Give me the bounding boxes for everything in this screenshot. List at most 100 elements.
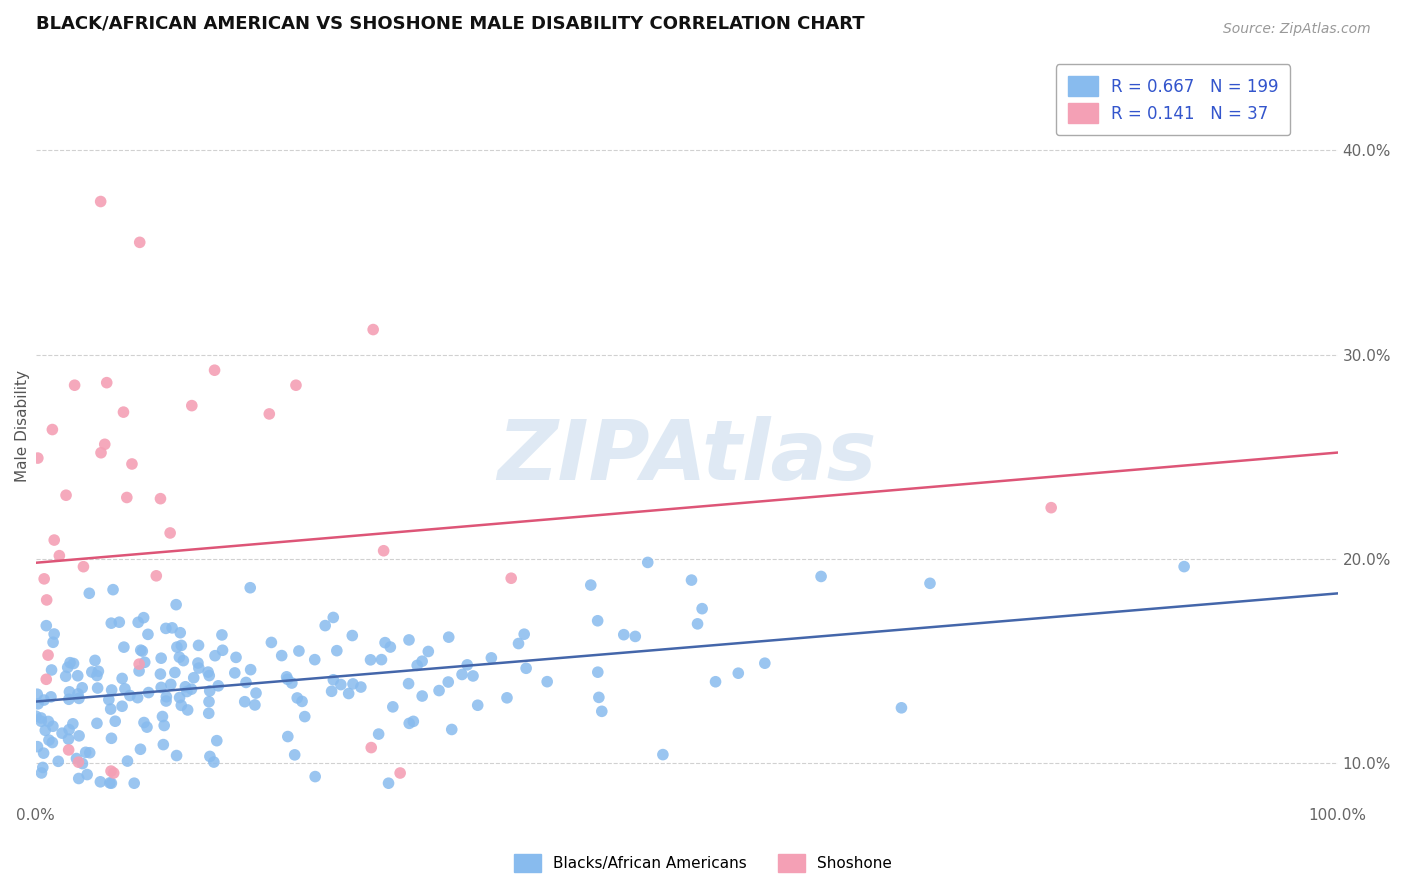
Point [58,692,80,706]
Point [180,399,202,413]
Point [100,616,122,631]
Point [245,686,267,700]
Point [48,549,70,563]
Point [370,652,392,666]
Point [187,661,209,675]
Point [398,676,420,690]
Point [160,621,183,635]
Point [456,657,478,672]
Point [613,628,636,642]
Point [198,668,221,682]
Point [651,747,673,762]
Point [90,194,112,209]
Point [183,671,205,685]
Point [197,665,219,679]
Point [58,685,80,699]
Point [224,665,246,680]
Point [155,690,177,704]
Point [58,743,80,757]
Point [304,653,326,667]
Point [117,754,139,768]
Point [284,747,307,762]
Point [134,655,156,669]
Point [176,684,198,698]
Point [159,525,181,540]
Point [159,677,181,691]
Point [63,378,86,392]
Point [166,748,188,763]
Point [127,690,149,705]
Point [681,573,703,587]
Point [100,702,122,716]
Point [165,598,187,612]
Point [77,586,100,600]
Point [326,643,349,657]
Point [118,689,141,703]
Point [239,581,262,595]
Point [79,746,101,760]
Point [35,673,58,687]
Point [285,378,308,392]
Text: BLACK/AFRICAN AMERICAN VS SHOSHONE MALE DISABILITY CORRELATION CHART: BLACK/AFRICAN AMERICAN VS SHOSHONE MALE … [35,15,865,33]
Point [42,635,65,649]
Point [128,235,150,250]
Point [30,711,52,725]
Point [145,569,167,583]
Point [32,746,55,760]
Point [377,776,399,790]
Point [128,657,150,672]
Y-axis label: Male Disability: Male Disability [15,370,30,482]
Point [89,774,111,789]
Point [361,322,384,336]
Point [166,640,188,654]
Point [42,719,65,733]
Point [75,745,97,759]
Point [624,629,647,643]
Point [108,615,131,630]
Point [373,543,395,558]
Point [451,667,474,681]
Point [277,730,299,744]
Point [727,666,749,681]
Point [225,650,247,665]
Point [59,656,82,670]
Point [337,686,360,700]
Point [76,767,98,781]
Point [97,692,120,706]
Point [111,699,134,714]
Point [62,716,84,731]
Point [321,684,343,698]
Point [591,704,613,718]
Point [176,703,198,717]
Point [55,488,77,502]
Point [35,618,58,632]
Point [198,749,221,764]
Point [579,578,602,592]
Point [211,628,233,642]
Point [67,691,90,706]
Point [58,723,80,737]
Point [111,672,134,686]
Point [174,680,197,694]
Point [149,491,172,506]
Point [55,669,77,683]
Point [25,687,48,701]
Point [31,760,53,774]
Point [86,668,108,682]
Point [103,766,125,780]
Point [205,733,228,747]
Point [211,643,233,657]
Point [329,677,352,691]
Point [437,675,460,690]
Point [98,776,121,790]
Point [44,533,66,547]
Point [72,559,94,574]
Point [202,755,225,769]
Point [100,776,122,790]
Point [360,740,382,755]
Point [72,756,94,771]
Point [204,363,226,377]
Point [277,673,299,687]
Point [402,714,425,729]
Point [163,665,186,680]
